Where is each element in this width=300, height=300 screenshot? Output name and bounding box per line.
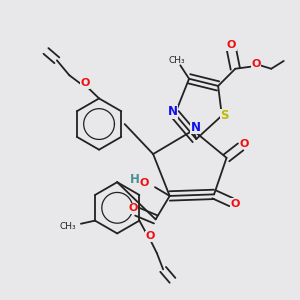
Text: O: O [80,78,90,88]
Text: N: N [190,121,201,134]
Text: CH₃: CH₃ [169,56,185,65]
Text: O: O [239,139,248,149]
Text: N: N [167,105,178,118]
Text: O: O [128,203,138,213]
Text: O: O [230,199,240,209]
Text: O: O [227,40,236,50]
Text: S: S [220,109,229,122]
Text: O: O [145,231,154,241]
Text: O: O [251,59,261,69]
Text: O: O [140,178,149,188]
Text: H: H [130,173,140,186]
Text: CH₃: CH₃ [60,222,76,231]
